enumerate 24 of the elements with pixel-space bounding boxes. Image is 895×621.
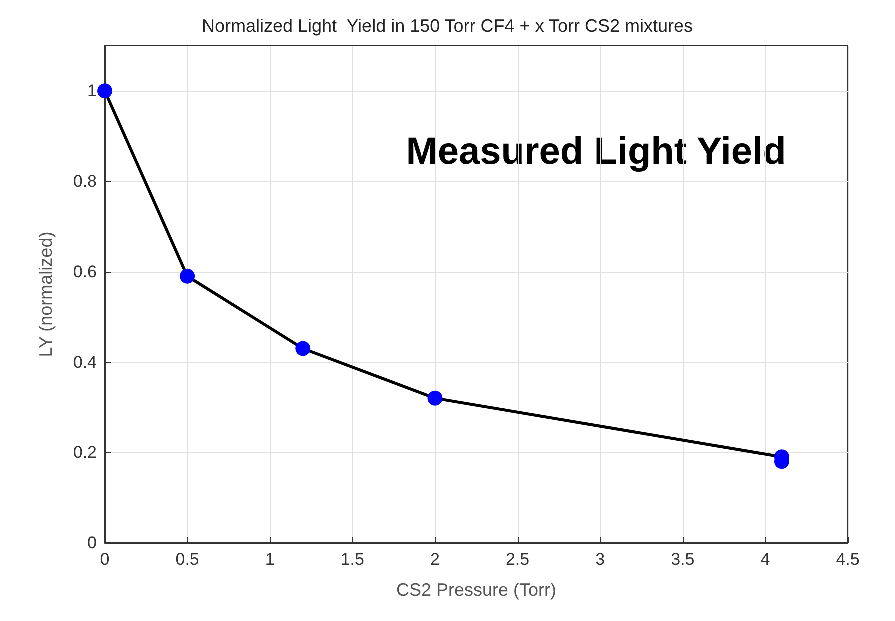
point: [296, 341, 311, 356]
y-tick-label: 0.4: [73, 352, 97, 372]
y-tick-label: 0.6: [73, 262, 97, 282]
x-tick-label: 3: [596, 550, 606, 569]
annotation: Measured Light Yield: [406, 131, 786, 173]
y-tick-label: 1: [88, 82, 97, 101]
y-axis-title: LY (normalized): [36, 232, 56, 358]
point: [428, 390, 443, 406]
y-tick-label: 0: [88, 534, 97, 552]
chart-title: Normalized Light Yield in 150 Torr CF4 + x Torr CS2 mixtures: [202, 16, 694, 36]
x-tick-label: 1: [265, 550, 275, 569]
x-tick-label: 0.5: [176, 550, 200, 569]
x-axis-title: CS2 Pressure (Torr): [396, 580, 557, 600]
y-tick-label: 0.2: [73, 443, 97, 462]
point: [98, 84, 112, 99]
x-tick-label: 4.5: [836, 550, 860, 569]
x-tick-label: 1.5: [340, 550, 364, 569]
x-tick-label: 4: [760, 550, 770, 569]
x-tick-label: 0: [100, 550, 110, 569]
y-tick-label: 0.8: [73, 172, 97, 192]
point: [180, 268, 196, 284]
x-tick-label: 2: [430, 550, 440, 569]
x-tick-label: 3.5: [671, 550, 695, 569]
x-tick-label: 2.5: [506, 550, 530, 569]
